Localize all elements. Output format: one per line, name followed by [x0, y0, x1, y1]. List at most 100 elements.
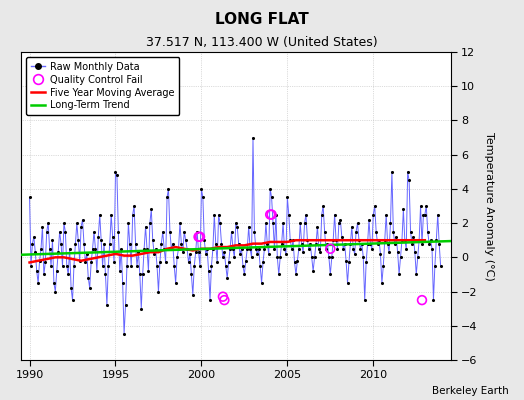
Point [365, 216, 373, 223]
Point [406, 228, 414, 235]
Point [68, 297, 77, 303]
Point [144, 268, 152, 274]
Point [197, 186, 205, 192]
Point [167, 246, 176, 252]
Point [282, 251, 290, 257]
Point [213, 259, 221, 266]
Point [320, 228, 329, 235]
Point [266, 211, 275, 218]
Point [252, 246, 260, 252]
Point [219, 254, 227, 260]
Point [337, 234, 346, 240]
Point [300, 220, 309, 226]
Point [28, 240, 37, 247]
Point [74, 237, 82, 244]
Point [99, 263, 107, 269]
Point [214, 211, 223, 218]
Point [111, 168, 119, 175]
Point [34, 280, 42, 286]
Point [436, 263, 445, 269]
Point [312, 240, 320, 247]
Point [150, 251, 158, 257]
Point [127, 263, 135, 269]
Point [204, 268, 213, 274]
Point [196, 263, 204, 269]
Point [336, 216, 345, 223]
Point [27, 263, 35, 269]
Point [56, 228, 64, 235]
Point [275, 271, 283, 278]
Point [75, 258, 84, 264]
Point [220, 249, 228, 256]
Point [202, 251, 210, 257]
Point [227, 228, 236, 235]
Point [91, 246, 100, 252]
Point [361, 297, 369, 303]
Point [422, 203, 431, 209]
Point [283, 194, 291, 201]
Point [104, 263, 113, 269]
Point [181, 237, 190, 244]
Point [349, 246, 357, 252]
Point [263, 240, 271, 247]
Point [398, 237, 406, 244]
Point [100, 240, 108, 247]
Point [199, 194, 207, 201]
Point [408, 240, 416, 247]
Point [372, 228, 380, 235]
Point [62, 263, 71, 269]
Point [222, 263, 230, 269]
Point [194, 249, 203, 256]
Point [176, 220, 184, 226]
Point [245, 223, 253, 230]
Point [143, 246, 151, 252]
Point [73, 220, 81, 226]
Point [116, 268, 124, 274]
Point [279, 220, 287, 226]
Point [355, 237, 363, 244]
Point [190, 263, 199, 269]
Point [80, 240, 88, 247]
Point [184, 259, 193, 266]
Point [369, 211, 377, 218]
Point [226, 246, 234, 252]
Point [177, 240, 185, 247]
Point [389, 228, 398, 235]
Point [122, 302, 130, 308]
Point [38, 223, 47, 230]
Point [435, 240, 443, 247]
Point [260, 246, 269, 252]
Point [30, 234, 38, 240]
Point [246, 246, 254, 252]
Point [318, 211, 326, 218]
Point [239, 263, 247, 269]
Point [299, 249, 307, 256]
Point [308, 254, 316, 260]
Point [333, 246, 342, 252]
Point [44, 220, 52, 226]
Point [140, 246, 148, 252]
Point [93, 268, 101, 274]
Point [423, 228, 432, 235]
Point [67, 285, 75, 291]
Point [375, 237, 383, 244]
Point [394, 249, 402, 256]
Point [257, 280, 266, 286]
Point [285, 211, 293, 218]
Point [425, 240, 433, 247]
Point [52, 268, 61, 274]
Point [163, 194, 171, 201]
Point [362, 259, 370, 266]
Point [208, 263, 216, 269]
Point [229, 246, 237, 252]
Point [47, 263, 55, 269]
Point [326, 271, 334, 278]
Point [366, 240, 375, 247]
Point [267, 211, 276, 218]
Point [196, 234, 204, 240]
Point [386, 220, 395, 226]
Point [432, 237, 441, 244]
Point [48, 237, 57, 244]
Point [32, 268, 41, 274]
Point [212, 240, 220, 247]
